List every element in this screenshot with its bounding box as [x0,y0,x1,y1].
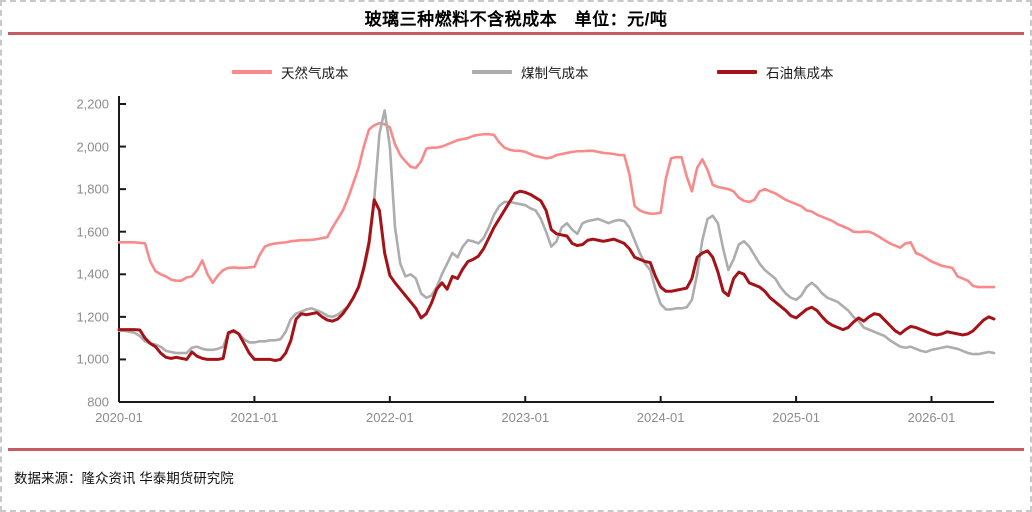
y-axis-label: 2,200 [76,96,109,112]
divider-top [8,32,1024,35]
y-axis-label: 2,000 [76,139,109,155]
legend-item-2[interactable]: 煤制气成本 [472,57,589,87]
legend-swatch-icon [232,70,272,74]
footer: 数据来源：隆众资讯 华泰期货研究院 [2,457,1030,497]
legend-item-3[interactable]: 石油焦成本 [717,57,834,87]
x-axis-label: 2022-01 [365,410,414,425]
y-axis-label: 1,400 [76,266,109,282]
divider-bottom [8,448,1024,451]
title-bar: 玻璃三种燃料不含税成本 单位：元/吨 [2,2,1030,33]
y-axis-label: 1,200 [76,309,109,325]
legend-label: 石油焦成本 [766,66,834,81]
legend-item-1[interactable]: 天然气成本 [232,57,349,87]
y-axis-label: 1,800 [76,181,109,197]
series-line-1 [117,121,996,289]
series-line-2 [117,109,996,356]
source-note: 数据来源：隆众资讯 华泰期货研究院 [14,471,234,486]
y-axis-label: 1,600 [76,224,109,240]
legend-swatch-icon [472,70,512,74]
legend-label: 天然气成本 [281,66,349,81]
x-axis-label: 2024-01 [636,410,685,425]
x-axis-label: 2021-01 [230,410,279,425]
page-title: 玻璃三种燃料不含税成本 单位：元/吨 [364,10,668,29]
legend-label: 煤制气成本 [521,66,589,81]
x-axis-label: 2026-01 [907,410,956,425]
legend-swatch-icon [717,70,757,74]
y-axis-label: 800 [87,394,109,410]
y-axis-label: 1,000 [76,351,109,367]
chart-plot-area: 2,200 2,000 1,800 1,600 1,400 1,200 1,000 800 20… [2,90,1030,425]
chart-svg [117,96,996,403]
x-axis-label: 2020-01 [95,410,143,425]
x-axis-label: 2023-01 [501,410,550,425]
chart-legend: 天然气成本 煤制气成本 石油焦成本 [2,57,1030,87]
series-line-3 [117,189,996,362]
x-axis-label: 2025-01 [772,410,820,425]
